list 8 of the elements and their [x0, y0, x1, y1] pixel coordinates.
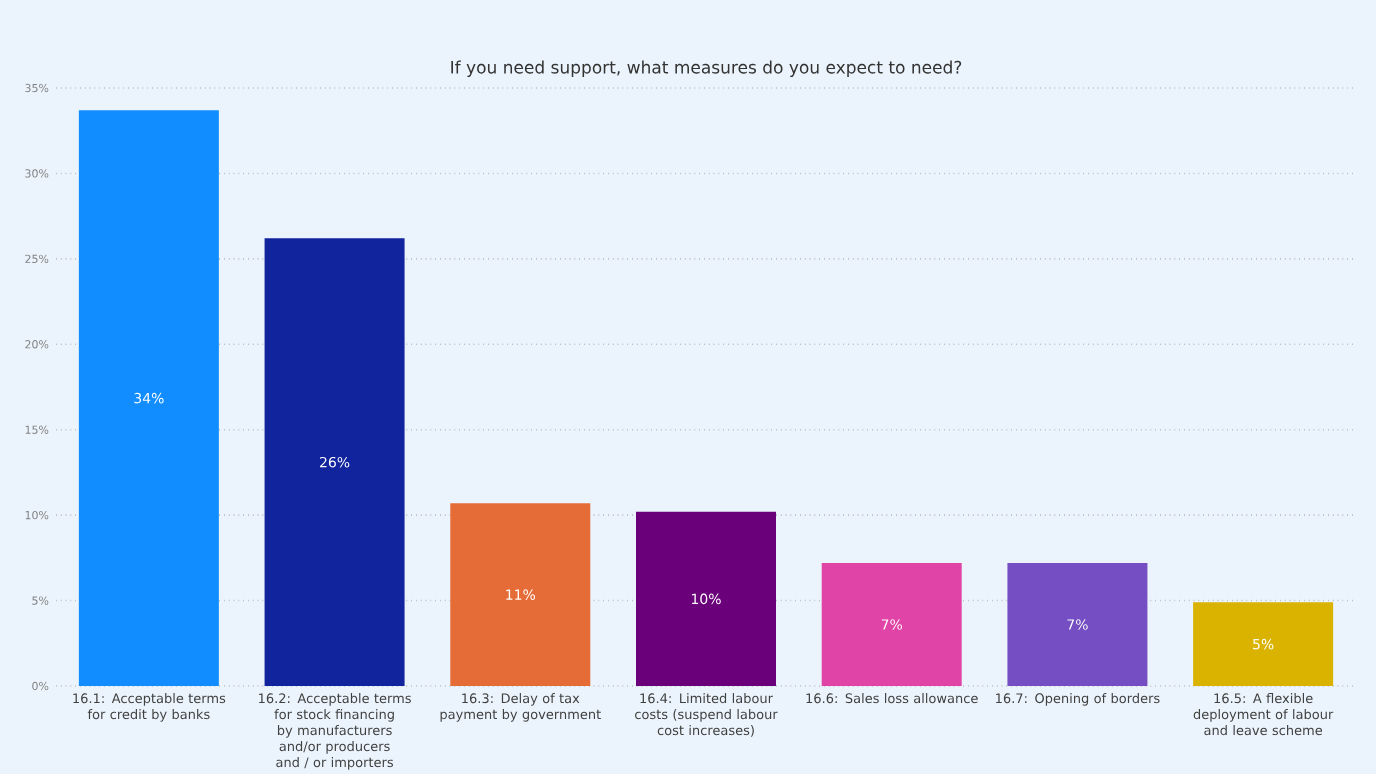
chart-title: If you need support, what measures do you expect to need?: [451, 60, 962, 77]
bar: [1193, 602, 1334, 686]
bar: [1007, 562, 1148, 686]
bar: [821, 562, 962, 686]
bar: [450, 503, 591, 686]
bar: [78, 110, 219, 686]
bar: [264, 238, 405, 686]
bar: [636, 511, 776, 686]
